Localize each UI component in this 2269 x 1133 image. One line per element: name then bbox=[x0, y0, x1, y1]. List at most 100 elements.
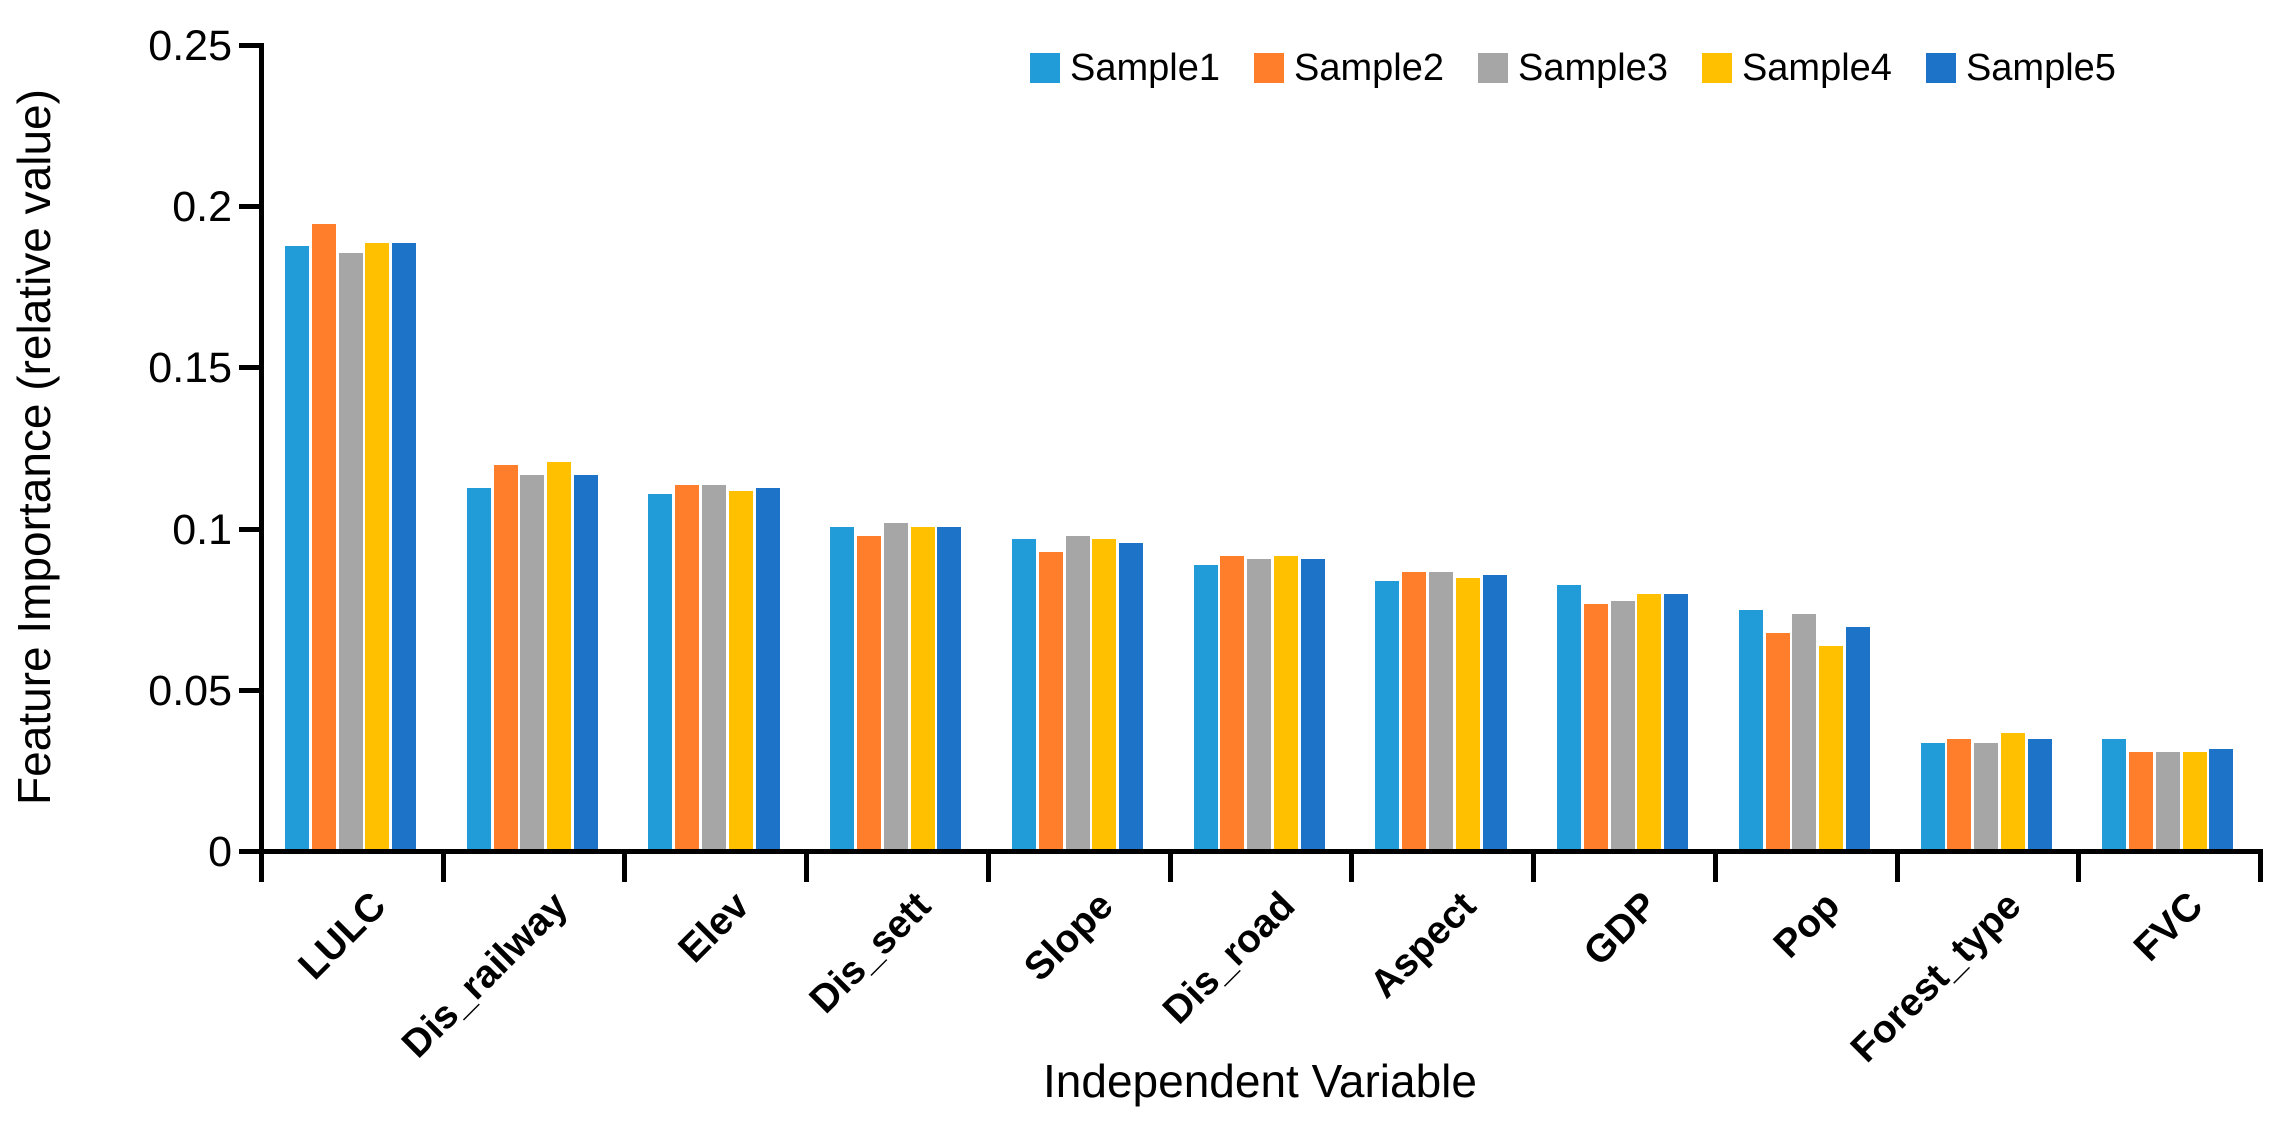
legend-swatch-icon bbox=[1030, 53, 1060, 83]
bar bbox=[884, 523, 908, 849]
x-category-label: Pop bbox=[1765, 884, 1849, 967]
x-tick bbox=[622, 854, 627, 882]
bar bbox=[467, 488, 491, 849]
bar bbox=[1947, 739, 1971, 849]
bar bbox=[520, 475, 544, 849]
legend-label: Sample4 bbox=[1741, 47, 1892, 89]
legend-label: Sample5 bbox=[1965, 47, 2116, 89]
bar bbox=[1611, 601, 1635, 849]
bar bbox=[937, 527, 961, 849]
x-tick bbox=[259, 854, 264, 882]
legend-item: Sample5 bbox=[1925, 46, 2116, 90]
bar bbox=[1792, 614, 1816, 849]
y-tick-label: 0.25 bbox=[148, 22, 232, 70]
bar bbox=[702, 485, 726, 849]
x-category-label: Dis_railway bbox=[393, 884, 576, 1067]
bar bbox=[675, 485, 699, 849]
x-category-label: Dis_sett bbox=[801, 884, 940, 1022]
x-tick bbox=[1168, 854, 1173, 882]
bar bbox=[857, 536, 881, 849]
x-category-label: Forest_type bbox=[1843, 884, 2030, 1071]
legend-swatch-icon bbox=[1701, 53, 1732, 83]
legend: Sample1 Sample2 Sample3 Sample4 Sample5 bbox=[1030, 46, 2116, 90]
bar bbox=[911, 527, 935, 849]
bar bbox=[1274, 556, 1298, 849]
legend-label: Sample1 bbox=[1070, 47, 1220, 89]
x-tick bbox=[2258, 854, 2263, 882]
x-category-label: Slope bbox=[1015, 884, 1122, 990]
bar bbox=[312, 224, 336, 849]
bar bbox=[1456, 578, 1480, 849]
legend-item: Sample4 bbox=[1701, 46, 1892, 90]
legend-swatch-icon bbox=[1477, 53, 1508, 83]
y-tick bbox=[239, 688, 259, 693]
bar bbox=[1739, 610, 1763, 849]
bar bbox=[2156, 752, 2180, 849]
legend-item: Sample2 bbox=[1253, 46, 1444, 90]
bar bbox=[2129, 752, 2153, 849]
bar bbox=[1846, 627, 1870, 849]
y-tick-label: 0.05 bbox=[148, 667, 232, 715]
bar bbox=[830, 527, 854, 849]
y-tick-label: 0.2 bbox=[172, 183, 232, 231]
bar bbox=[1039, 552, 1063, 849]
y-tick-label: 0 bbox=[208, 828, 232, 876]
bar bbox=[2028, 739, 2052, 849]
bar bbox=[547, 462, 571, 849]
bar bbox=[1092, 539, 1116, 849]
bar bbox=[1557, 585, 1581, 849]
bar bbox=[2102, 739, 2126, 849]
bar bbox=[365, 243, 389, 849]
x-category-label: LULC bbox=[290, 884, 395, 988]
bar bbox=[1194, 565, 1218, 849]
legend-swatch-icon bbox=[1925, 53, 1956, 83]
x-tick bbox=[441, 854, 446, 882]
bar bbox=[339, 253, 363, 849]
bar bbox=[2209, 749, 2233, 849]
x-tick bbox=[986, 854, 991, 882]
bar bbox=[1483, 575, 1507, 849]
y-tick bbox=[239, 43, 259, 48]
bar bbox=[1584, 604, 1608, 849]
x-category-label: GDP bbox=[1576, 884, 1667, 975]
y-tick-label: 0.15 bbox=[148, 344, 232, 392]
y-tick bbox=[239, 365, 259, 370]
bar bbox=[1819, 646, 1843, 849]
y-axis-line bbox=[259, 43, 264, 854]
bar bbox=[1247, 559, 1271, 849]
y-tick-label: 0.1 bbox=[172, 506, 232, 554]
bar bbox=[574, 475, 598, 849]
bar bbox=[1664, 594, 1688, 849]
x-category-label: FVC bbox=[2125, 884, 2212, 970]
y-tick bbox=[239, 527, 259, 532]
bar bbox=[648, 494, 672, 849]
x-tick bbox=[1713, 854, 1718, 882]
bar bbox=[392, 243, 416, 849]
x-category-label: Aspect bbox=[1362, 884, 1485, 1007]
bar bbox=[1974, 743, 1998, 849]
x-axis-line bbox=[259, 849, 2263, 854]
bar bbox=[1119, 543, 1143, 849]
x-tick bbox=[804, 854, 809, 882]
x-tick bbox=[1531, 854, 1536, 882]
bar bbox=[2001, 733, 2025, 849]
x-tick bbox=[1895, 854, 1900, 882]
bar bbox=[1766, 633, 1790, 849]
bar bbox=[1220, 556, 1244, 849]
bar bbox=[1637, 594, 1661, 849]
x-tick bbox=[1349, 854, 1354, 882]
legend-swatch-icon bbox=[1253, 53, 1284, 83]
bar bbox=[1375, 581, 1399, 849]
bar bbox=[1066, 536, 1090, 849]
y-axis-title: Feature Importance (relative value) bbox=[8, 89, 60, 805]
y-tick bbox=[239, 849, 259, 854]
bar bbox=[756, 488, 780, 849]
bar bbox=[1012, 539, 1036, 849]
y-tick bbox=[239, 204, 259, 209]
legend-label: Sample3 bbox=[1517, 47, 1668, 89]
bar bbox=[2183, 752, 2207, 849]
bar bbox=[729, 491, 753, 849]
bar bbox=[494, 465, 518, 849]
x-axis-title: Independent Variable bbox=[1043, 1055, 1477, 1107]
